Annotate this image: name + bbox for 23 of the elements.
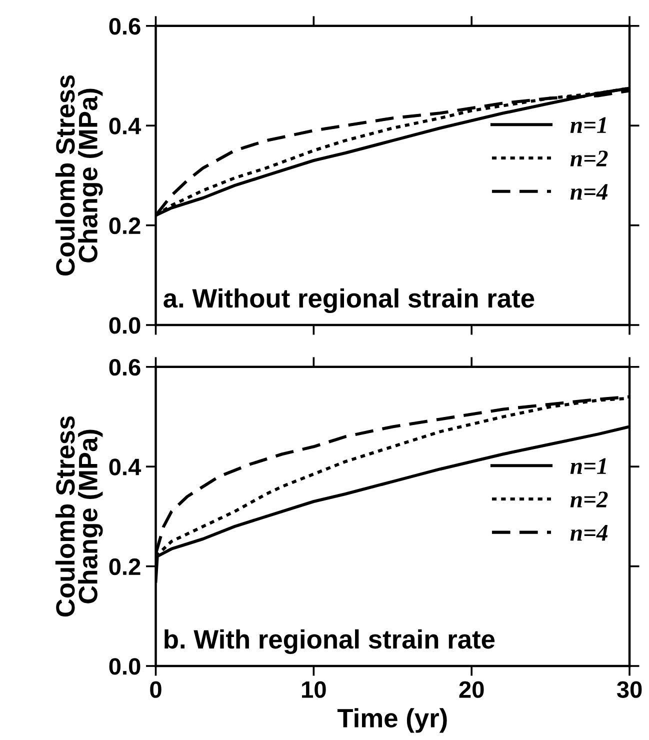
y-tick-label: 0.6 (109, 18, 140, 35)
y-tick-label: 0.0 (109, 317, 140, 334)
y-tick-label: 0.2 (109, 558, 140, 576)
y-tick-label: 0.4 (109, 458, 142, 476)
legend-label: n=2 (570, 150, 608, 166)
x-tick-label: 10 (302, 681, 326, 698)
x-tick-label: 30 (616, 681, 642, 698)
legend-label: n=4 (570, 525, 608, 541)
y-tick-label: 0.2 (109, 217, 140, 234)
y-tick-label: 0.4 (109, 118, 142, 134)
y-tick-label: 0.6 (109, 358, 140, 376)
y-axis-title: Coulomb Stress Change (MPa) (55, 75, 103, 276)
x-tick-label: 0 (150, 681, 162, 698)
legend-label: n=4 (570, 184, 608, 200)
legend-label: n=2 (570, 492, 608, 508)
annotation: b. With regional strain rate (164, 629, 495, 654)
x-tick-label: 20 (459, 681, 484, 698)
x-axis-title: Time (yr) (337, 708, 447, 733)
legend-label: n=1 (570, 117, 606, 133)
y-tick-label: 0.0 (109, 658, 140, 675)
legend-label: n=1 (570, 458, 606, 474)
y-axis-title: Coulomb Stress Change (MPa) (55, 416, 103, 617)
annotation: a. Without regional strain rate (164, 288, 534, 314)
